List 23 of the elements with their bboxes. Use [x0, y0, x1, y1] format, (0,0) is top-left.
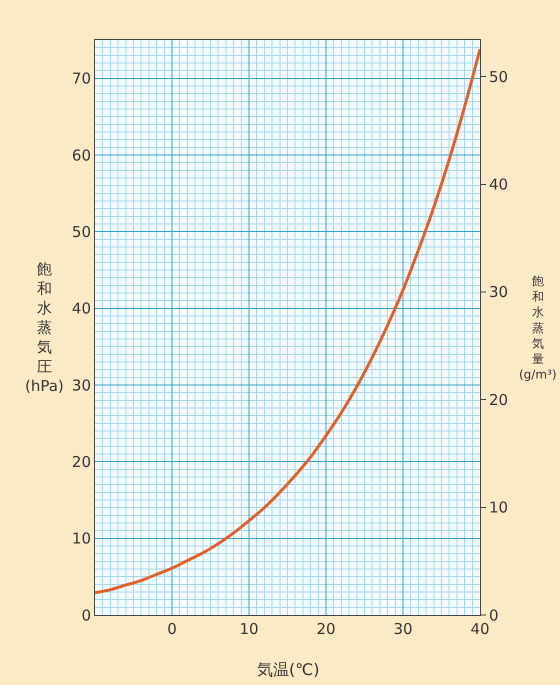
y-tick-label: 50: [72, 222, 91, 241]
line-series: [95, 48, 480, 594]
x-tick-label: 40: [470, 620, 490, 638]
y-tick-label: 60: [72, 146, 91, 164]
y-tick-label: 30: [72, 376, 91, 394]
y2-axis-title: 飽和水蒸気量(g/m³): [519, 274, 557, 382]
x-tick-label: 20: [316, 620, 336, 638]
x-tick-label: 10: [239, 620, 259, 638]
y-tick-label: 40: [72, 300, 91, 318]
y2-tick-label: 40: [489, 176, 508, 194]
y-tick-label: 10: [72, 530, 91, 548]
x-tick-label: 0: [167, 620, 177, 638]
y-tick-label: 0: [81, 606, 91, 624]
x-tick-label: 30: [393, 620, 413, 638]
y2-tick-label: 30: [489, 283, 508, 302]
y2-tick-label: 20: [489, 390, 508, 409]
y2-tick-label: 0: [489, 606, 499, 624]
y-tick-label: 20: [72, 452, 91, 471]
x-axis-title: 気温(℃): [257, 660, 320, 679]
y2-tick-label: 50: [489, 68, 508, 86]
y-tick-label: 70: [72, 70, 91, 88]
y2-tick-label: 10: [489, 498, 508, 517]
y-axis-title: 飽和水蒸気圧(hPa): [25, 260, 64, 395]
